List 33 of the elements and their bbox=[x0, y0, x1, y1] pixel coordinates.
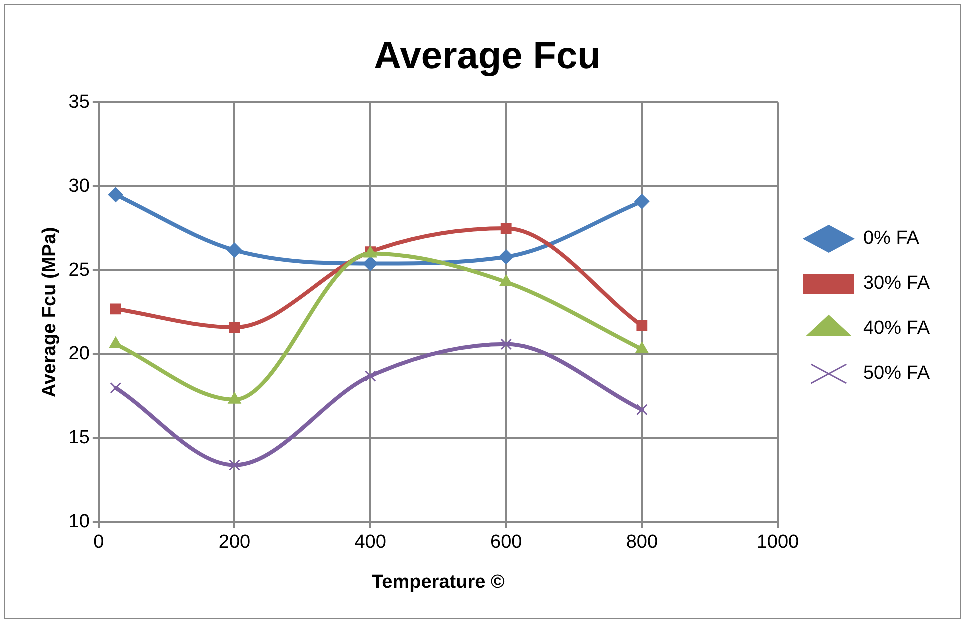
y-tick-label: 10 bbox=[68, 512, 90, 533]
x-tick-label: 400 bbox=[354, 532, 386, 554]
legend-label: 40% FA bbox=[863, 318, 930, 340]
chart-title: Average Fcu bbox=[374, 35, 601, 78]
point bbox=[108, 187, 124, 202]
x-tick-label: 600 bbox=[490, 532, 522, 554]
point bbox=[636, 404, 648, 416]
point bbox=[110, 382, 122, 394]
point bbox=[500, 223, 512, 234]
point bbox=[634, 194, 650, 210]
y-tick-label: 15 bbox=[68, 428, 90, 449]
x-tick-label: 200 bbox=[218, 532, 251, 554]
x-axis-title: Temperature © bbox=[372, 572, 505, 593]
x-tick-label: 800 bbox=[626, 532, 658, 554]
legend-label: 30% FA bbox=[863, 273, 930, 294]
point bbox=[229, 460, 240, 472]
x-tick-label: 0 bbox=[94, 532, 104, 554]
point bbox=[636, 320, 648, 332]
point bbox=[363, 256, 378, 272]
point bbox=[227, 242, 242, 258]
legend-label: 0% FA bbox=[863, 228, 920, 250]
y-axis-title: Average Fcu (MPa) bbox=[40, 227, 61, 398]
legend-label: 50% FA bbox=[863, 363, 930, 384]
y-tick-label: 20 bbox=[68, 344, 90, 365]
y-tick-label: 35 bbox=[68, 92, 90, 113]
point bbox=[364, 370, 376, 382]
point bbox=[500, 338, 512, 350]
point bbox=[229, 322, 240, 334]
point bbox=[498, 250, 514, 265]
y-tick-label: 30 bbox=[68, 176, 90, 197]
y-tick-label: 25 bbox=[68, 260, 90, 281]
point bbox=[110, 304, 122, 315]
x-tick-label: 1000 bbox=[756, 532, 800, 554]
